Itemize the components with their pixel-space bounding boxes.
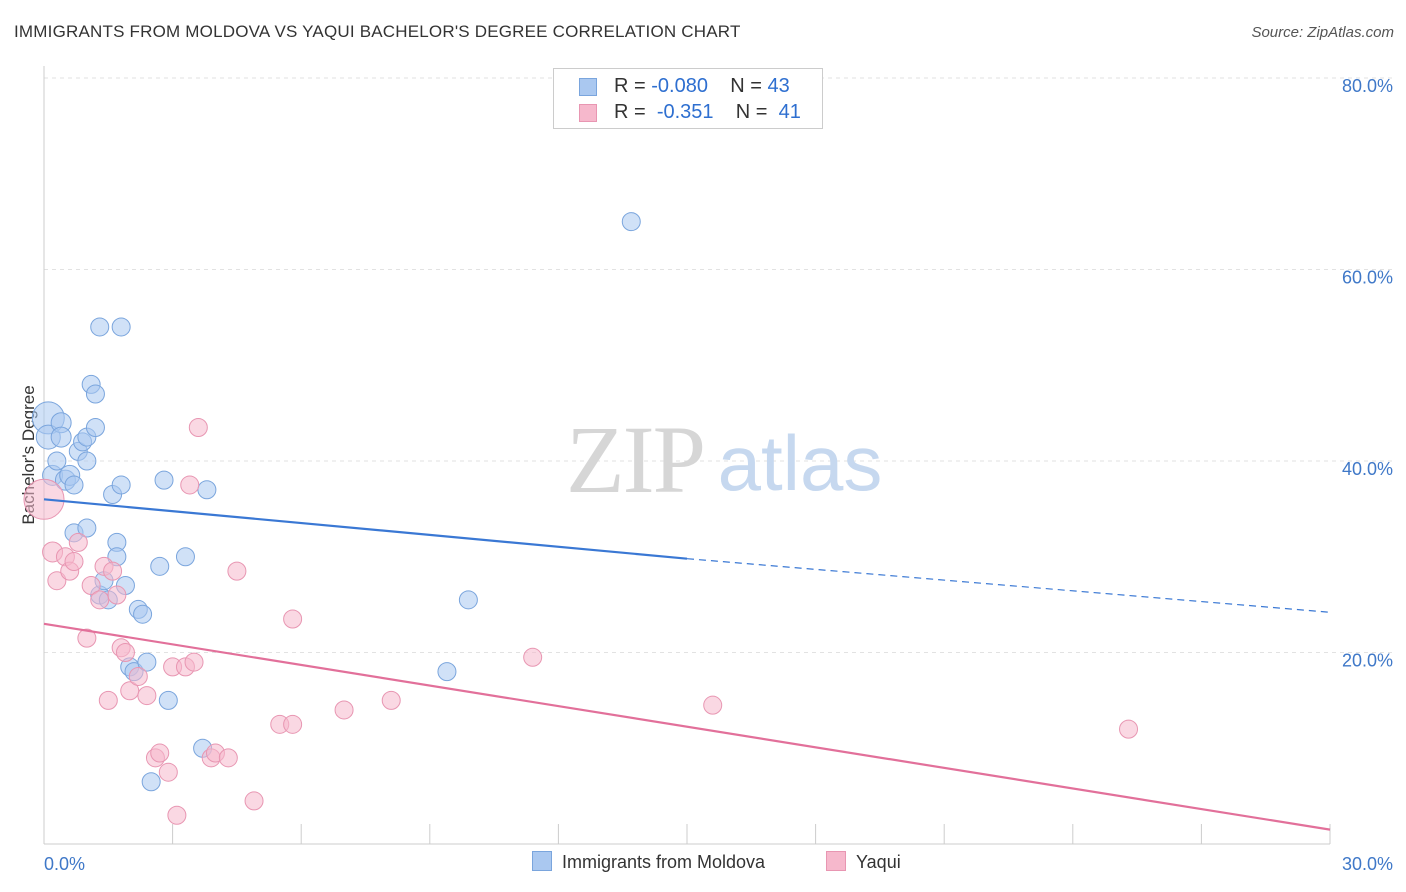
yaqui-point [523,647,543,667]
moldova-point [111,317,131,337]
n-value: 43 [767,75,790,97]
legend-label-moldova: Immigrants from Moldova [562,852,766,872]
yaqui-point [188,417,208,437]
source-label: Source: ZipAtlas.com [1251,24,1394,41]
moldova-point [85,384,105,404]
yaqui-point [158,762,178,782]
yaqui-point [64,552,84,572]
moldova-point [150,556,170,576]
trend-lines [43,498,1331,831]
yaqui-trend-line [43,622,1331,831]
yaqui-point [381,690,401,710]
moldova-point [197,480,217,500]
y-tick-label: 20.0% [1342,651,1393,671]
yaqui-point [184,652,204,672]
r-value: -0.351 [656,101,714,123]
y-tick-label: 80.0% [1342,76,1393,96]
axes [43,66,1331,845]
moldova-point [141,772,161,792]
moldova-point [133,604,153,624]
moldova-point [175,547,195,567]
moldova-point [458,590,478,610]
yaqui-point [68,532,88,552]
yaqui-point [103,561,123,581]
legend-swatch-blue [532,851,552,871]
yaqui-point [90,590,110,610]
y-tick-label: 60.0% [1342,268,1393,288]
legend-swatch-pink [579,104,597,122]
y-tick-label: 40.0% [1342,459,1393,479]
yaqui-point [137,686,157,706]
chart-title: IMMIGRANTS FROM MOLDOVA VS YAQUI BACHELO… [14,22,741,41]
legend-swatch-pink [826,851,846,871]
legend-label-yaqui: Yaqui [856,852,901,872]
x-tick-label: 30.0% [1342,854,1393,874]
legend-item-yaqui: Yaqui [826,851,901,877]
moldova-point [154,470,174,490]
yaqui-point [180,475,200,495]
yaqui-point [334,700,354,720]
legend-swatch-blue [579,78,597,96]
yaqui-point [107,585,127,605]
yaqui-point [77,628,97,648]
n-label: N = [735,101,768,123]
yaqui-point [218,748,238,768]
yaqui-point [81,575,101,595]
yaqui-point [98,690,118,710]
yaqui-point [244,791,264,811]
watermark-atlas: atlas [718,419,883,507]
gridlines [44,77,1393,653]
yaqui-point [283,609,303,629]
moldova-point [85,417,105,437]
moldova-point [621,212,641,232]
yaqui-point [703,695,723,715]
yaqui-point [227,561,247,581]
moldova-point [77,518,97,538]
r-label: R = [614,101,646,123]
n-value: 41 [778,101,801,123]
series-yaqui [23,417,1139,825]
moldova-point [47,451,67,471]
yaqui-point [128,666,148,686]
n-label: N = [730,75,762,97]
moldova-point [437,662,457,682]
watermark-zip: ZIP [566,406,704,513]
yaqui-point [167,805,187,825]
watermark: ZIP atlas [566,406,882,513]
moldova-point [64,475,84,495]
moldova-point [50,426,72,448]
r-label: R = [614,75,646,97]
tick-labels: 20.0% 40.0% 60.0% 80.0% 0.0% 30.0% [44,76,1393,874]
x-tick-label: 0.0% [44,854,85,874]
yaqui-point [283,714,303,734]
yaqui-point [47,571,67,591]
correlation-legend: R = -0.080 N = 43 R = -0.351 N = 41 [553,68,823,129]
yaqui-point [150,743,170,763]
yaqui-point [115,643,135,662]
moldova-point [111,475,131,495]
r-value: -0.080 [651,75,708,97]
moldova-point [90,317,110,337]
moldova-trend-extension [686,558,1331,613]
moldova-point [137,652,157,672]
moldova-point [158,690,178,710]
yaqui-point [1119,719,1139,739]
series-moldova [31,212,641,792]
moldova-trend-line [43,498,688,560]
moldova-point [77,451,97,471]
legend-item-moldova: Immigrants from Moldova [532,851,765,877]
